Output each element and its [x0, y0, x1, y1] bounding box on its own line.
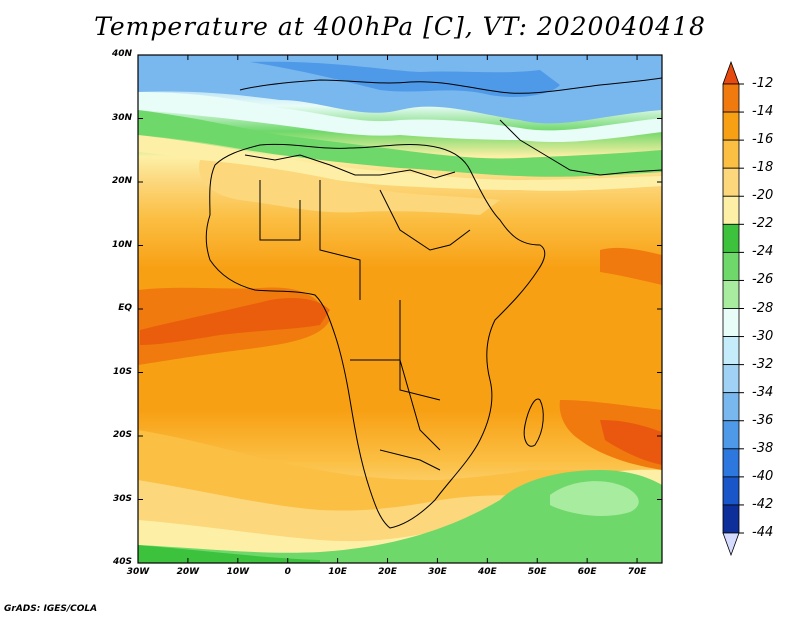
colorbar-bottom-arrow: [722, 532, 740, 557]
colorbar-swatch: [722, 83, 740, 113]
lon-label: 10E: [328, 567, 347, 577]
lat-label: 30S: [112, 493, 132, 504]
lon-label: 20W: [176, 567, 200, 577]
colorbar-swatch: [722, 448, 740, 478]
lon-label: 20E: [378, 567, 397, 577]
lon-label: 10W: [226, 567, 250, 577]
colorbar-swatch: [722, 420, 740, 450]
colorbar-label: -22: [752, 216, 774, 232]
lat-label: 30N: [111, 112, 132, 123]
coastlines: [205, 77, 662, 529]
lat-label: 10N: [111, 239, 132, 250]
map-title: Temperature at 400hPa [C], VT: 202004041…: [94, 12, 706, 41]
colorbar-swatch: [722, 167, 740, 197]
colorbar-swatch: [722, 280, 740, 309]
colorbar-label: -38: [752, 440, 774, 456]
colorbar-label: -30: [752, 328, 774, 344]
colorbar-label: -34: [752, 384, 774, 400]
colorbar-label: -18: [752, 160, 774, 176]
colorbar: [722, 60, 744, 557]
colorbar-label: -16: [752, 132, 774, 148]
colorbar-label: -44: [752, 525, 774, 540]
credit-text: GrADS: IGES/COLA: [4, 604, 98, 614]
colorbar-swatch: [722, 223, 740, 253]
colorbar-swatch: [722, 195, 740, 225]
colorbar-label: -20: [752, 188, 774, 204]
lon-label: 70E: [627, 567, 647, 577]
lat-label: 20N: [111, 176, 132, 186]
lat-label: 10S: [112, 366, 132, 377]
lon-label: 30W: [126, 567, 150, 577]
lon-label: 50E: [527, 567, 547, 577]
axis-ticks: [137, 54, 662, 564]
colorbar-label: -28: [752, 300, 774, 316]
lon-label: 30E: [428, 567, 447, 577]
colorbar-swatch: [722, 476, 740, 506]
colorbar-label: -12: [752, 76, 774, 91]
colorbar-label: -26: [752, 272, 774, 288]
lon-label: 60E: [577, 567, 597, 577]
lon-label: 0: [284, 567, 291, 577]
colorbar-top-arrow: [722, 60, 740, 85]
colorbar-swatch: [722, 139, 740, 169]
colorbar-label: -42: [752, 496, 774, 512]
colorbar-label: -36: [752, 412, 774, 428]
colorbar-label: -40: [752, 468, 774, 484]
lat-label: 20S: [112, 430, 132, 440]
colorbar-swatch: [722, 336, 740, 366]
lat-label: 40N: [111, 49, 132, 59]
lat-label: EQ: [118, 303, 132, 313]
lon-label: 40E: [477, 567, 497, 577]
colorbar-label: -24: [752, 244, 774, 260]
colorbar-swatch: [722, 308, 740, 337]
colorbar-label: -14: [752, 104, 774, 120]
colorbar-swatch: [722, 251, 740, 281]
colorbar-swatch: [722, 392, 740, 422]
colorbar-label: -32: [752, 356, 774, 372]
colorbar-swatch: [722, 111, 740, 141]
lat-label: 40S: [112, 557, 132, 567]
colorbar-swatch: [722, 364, 740, 394]
colorbar-swatch: [722, 504, 740, 534]
